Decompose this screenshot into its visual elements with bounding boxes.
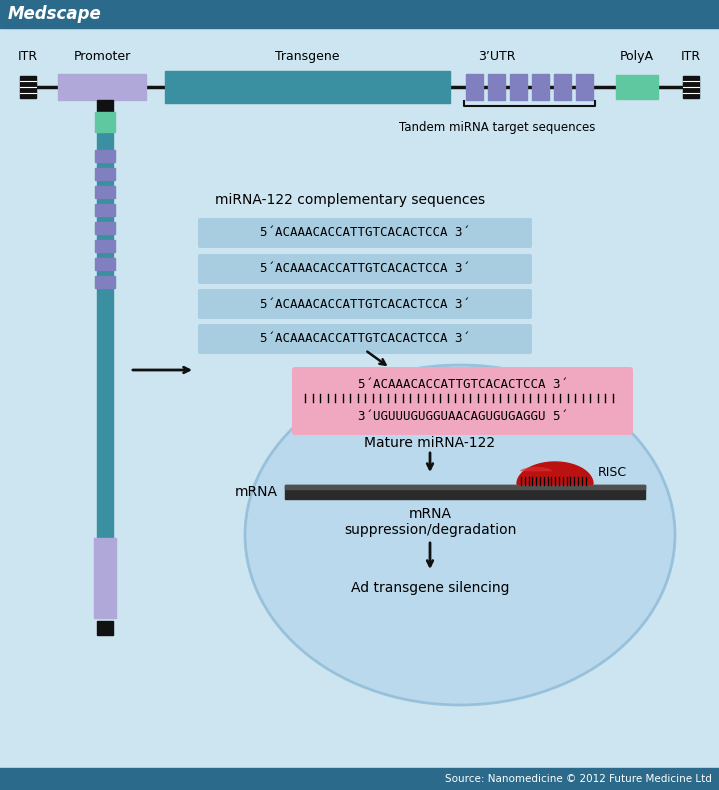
Bar [616,75,658,99]
Text: mRNA: mRNA [235,485,278,499]
Text: 5´ACAAACACCATTGTCACACTCCA 3´: 5´ACAAACACCATTGTCACACTCCA 3´ [357,378,567,390]
Text: Ad transgene silencing: Ad transgene silencing [351,581,509,595]
Bar [95,204,115,216]
Bar [58,74,146,100]
Text: miRNA-122 complementary sequences: miRNA-122 complementary sequences [215,193,485,207]
Bar [683,76,699,98]
Bar [95,240,115,252]
FancyBboxPatch shape [198,254,532,284]
Text: Tandem miRNA target sequences: Tandem miRNA target sequences [399,121,595,134]
Bar [285,485,645,489]
Text: mRNA
suppression/degradation: mRNA suppression/degradation [344,507,516,537]
Bar [95,276,115,288]
Text: 3’UTR: 3’UTR [478,50,516,63]
Bar [532,74,549,100]
Bar [95,150,115,162]
FancyBboxPatch shape [198,289,532,319]
Bar [97,118,113,617]
Bar [510,74,527,100]
Bar [0,768,719,790]
Bar [466,74,483,100]
Bar [0,0,719,28]
Bar [97,100,113,114]
Text: Mature miRNA-122: Mature miRNA-122 [365,436,495,450]
Text: 5´ACAAACACCATTGTCACACTCCA 3´: 5´ACAAACACCATTGTCACACTCCA 3´ [260,262,470,276]
Bar [488,74,505,100]
Bar [554,74,571,100]
Bar [97,621,113,635]
Bar [95,186,115,198]
Bar [95,258,115,270]
Bar [94,538,116,618]
Bar [165,71,450,103]
FancyBboxPatch shape [198,324,532,354]
Polygon shape [521,468,551,471]
Text: Transgene: Transgene [275,50,339,63]
Text: Source: Nanomedicine © 2012 Future Medicine Ltd: Source: Nanomedicine © 2012 Future Medic… [445,774,712,784]
Text: Promoter: Promoter [73,50,131,63]
Ellipse shape [245,365,675,705]
Text: RISC: RISC [598,465,627,479]
Bar [20,76,36,98]
Text: Medscape: Medscape [8,5,102,23]
Bar [95,112,115,132]
Text: miRNA-122 expressing cell: miRNA-122 expressing cell [297,375,483,389]
Polygon shape [517,462,593,484]
Text: 3´UGUUUGUGGUAACAGUGUGAGGU 5´: 3´UGUUUGUGGUAACAGUGUGAGGU 5´ [357,411,567,423]
Bar [576,74,593,100]
Text: 5´ACAAACACCATTGTCACACTCCA 3´: 5´ACAAACACCATTGTCACACTCCA 3´ [260,298,470,310]
FancyBboxPatch shape [198,218,532,248]
Bar [95,168,115,180]
Bar [285,485,645,499]
Text: 5´ACAAACACCATTGTCACACTCCA 3´: 5´ACAAACACCATTGTCACACTCCA 3´ [260,333,470,345]
Text: 5´ACAAACACCATTGTCACACTCCA 3´: 5´ACAAACACCATTGTCACACTCCA 3´ [260,227,470,239]
Text: PolyA: PolyA [620,50,654,63]
FancyBboxPatch shape [292,367,633,435]
Text: ITR: ITR [18,50,38,63]
Bar [95,222,115,234]
Text: ITR: ITR [681,50,701,63]
